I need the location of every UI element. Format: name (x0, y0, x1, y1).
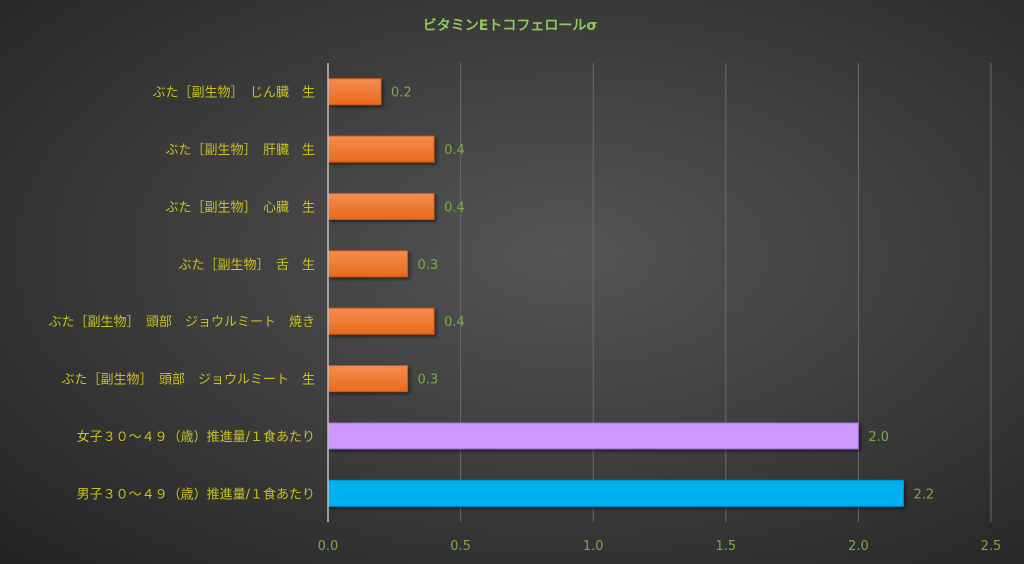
gridlines (460, 63, 992, 522)
category-label: ぶた［副生物］ 頭部 ジョウルミート 生 (61, 373, 315, 388)
category-label: ぶた［副生物］ 頭部 ジョウルミート 焼き (48, 315, 315, 330)
x-tick-label: 2.5 (981, 539, 1002, 554)
category-label: 男子３０～４９（歳）推進量/１食あたり (77, 486, 315, 502)
category-label: ぶた［副生物］ 心臓 生 (165, 200, 315, 215)
bar (327, 250, 409, 278)
chart-title: ビタミンEトコフェロールσ (423, 18, 598, 34)
data-label: 0.4 (444, 143, 465, 158)
data-label: 2.0 (868, 430, 889, 445)
data-label: 0.3 (418, 258, 439, 273)
x-tick-labels: 0.0 0.5 1.0 1.5 2.0 2.5 (318, 539, 1002, 554)
data-label: 0.3 (418, 373, 439, 388)
category-label: ぶた［副生物］ 舌 生 (178, 258, 315, 273)
bar (327, 479, 904, 507)
data-label: 0.2 (391, 86, 412, 101)
x-tick-label: 0.0 (318, 539, 339, 554)
bar (327, 307, 435, 335)
bar (327, 192, 435, 220)
x-tick-label: 0.5 (450, 539, 471, 554)
bar (327, 135, 435, 163)
bar (327, 78, 382, 106)
category-label: 女子３０～４９（歳）推進量/１食あたり (77, 429, 315, 445)
bar (327, 365, 409, 393)
category-label: ぶた［副生物］ 肝臓 生 (165, 143, 315, 158)
category-label: ぶた［副生物］ じん臓 生 (152, 86, 315, 101)
bar (327, 422, 859, 450)
x-tick-label: 1.5 (715, 539, 736, 554)
data-label: 0.4 (444, 315, 465, 330)
category-labels: ぶた［副生物］ じん臓 生ぶた［副生物］ 肝臓 生ぶた［副生物］ 心臓 生ぶた［… (48, 86, 315, 503)
x-tick-label: 1.0 (583, 539, 604, 554)
x-tick-label: 2.0 (848, 539, 869, 554)
data-label: 0.4 (444, 200, 465, 215)
data-label: 2.2 (913, 487, 934, 502)
bars: 0.2 0.4 0.4 0.3 0.4 0.3 2.0 2.2 (327, 78, 934, 507)
